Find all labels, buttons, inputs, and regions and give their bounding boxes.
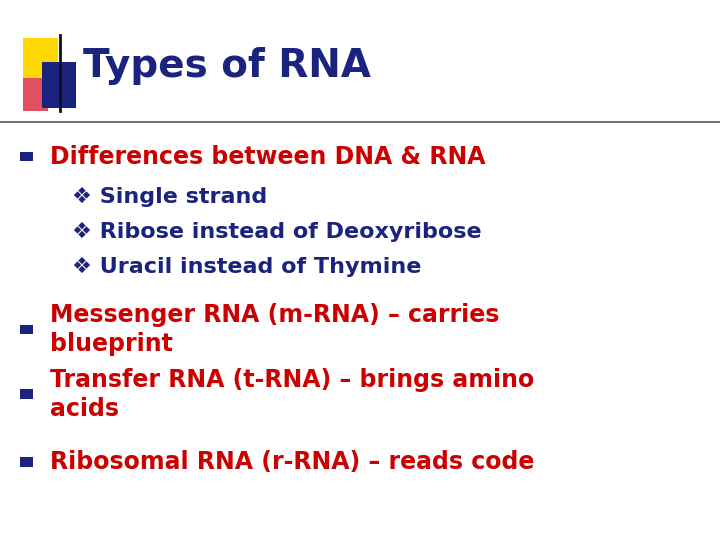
FancyBboxPatch shape xyxy=(20,152,33,161)
FancyBboxPatch shape xyxy=(23,38,58,84)
Text: Ribosomal RNA (r-RNA) – reads code: Ribosomal RNA (r-RNA) – reads code xyxy=(50,450,535,474)
FancyBboxPatch shape xyxy=(20,325,33,334)
Text: Messenger RNA (m-RNA) – carries
blueprint: Messenger RNA (m-RNA) – carries blueprin… xyxy=(50,303,500,356)
Text: Types of RNA: Types of RNA xyxy=(83,47,371,85)
FancyBboxPatch shape xyxy=(42,62,76,108)
Text: ❖ Ribose instead of Deoxyribose: ❖ Ribose instead of Deoxyribose xyxy=(72,222,482,242)
FancyBboxPatch shape xyxy=(20,457,33,467)
FancyBboxPatch shape xyxy=(23,78,48,111)
Text: Differences between DNA & RNA: Differences between DNA & RNA xyxy=(50,145,486,168)
Text: Transfer RNA (t-RNA) – brings amino
acids: Transfer RNA (t-RNA) – brings amino acid… xyxy=(50,368,535,421)
Text: ❖ Single strand: ❖ Single strand xyxy=(72,187,267,207)
Text: ❖ Uracil instead of Thymine: ❖ Uracil instead of Thymine xyxy=(72,257,421,278)
FancyBboxPatch shape xyxy=(20,389,33,399)
